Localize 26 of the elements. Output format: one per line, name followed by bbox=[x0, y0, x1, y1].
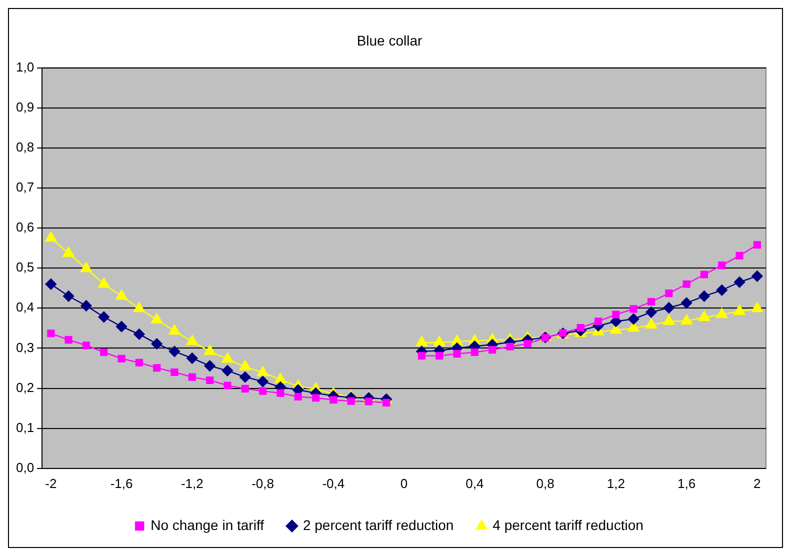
y-tick-label: 0,7 bbox=[16, 180, 34, 195]
y-tick-label: 0,9 bbox=[16, 99, 34, 114]
x-tick-label: -1,2 bbox=[180, 476, 204, 491]
x-tick-label: -2 bbox=[45, 476, 57, 491]
legend-label: 2 percent tariff reduction bbox=[302, 516, 454, 533]
x-tick-label: 0 bbox=[400, 476, 408, 491]
x-tick-label: 1,2 bbox=[606, 476, 625, 491]
y-tick-label: 0,1 bbox=[16, 420, 34, 435]
x-tick-label: 0,8 bbox=[536, 476, 554, 491]
legend-label: No change in tariff bbox=[150, 516, 264, 533]
x-tick-label: -1,6 bbox=[110, 476, 133, 491]
y-tick-label: 0,5 bbox=[16, 260, 34, 275]
y-tick-label: 0,8 bbox=[16, 140, 34, 154]
x-tick-label: 0,4 bbox=[466, 476, 484, 491]
y-tick-label: 0,4 bbox=[16, 300, 34, 315]
y-tick-label: 0,6 bbox=[16, 220, 34, 235]
y-tick-label: 0,2 bbox=[16, 380, 34, 395]
x-tick-label: 1,6 bbox=[678, 476, 696, 491]
chart-title: Blue collar bbox=[356, 32, 423, 48]
legend-label: 4 percent tariff reduction bbox=[492, 516, 644, 533]
y-tick-label: 0,0 bbox=[16, 460, 34, 475]
y-tick-label: 0,3 bbox=[16, 340, 34, 355]
x-tick-label: -0,4 bbox=[322, 476, 345, 491]
x-tick-label: 2 bbox=[754, 476, 761, 491]
x-tick-label: -0,8 bbox=[252, 476, 274, 491]
y-tick-label: 1,0 bbox=[16, 59, 34, 74]
